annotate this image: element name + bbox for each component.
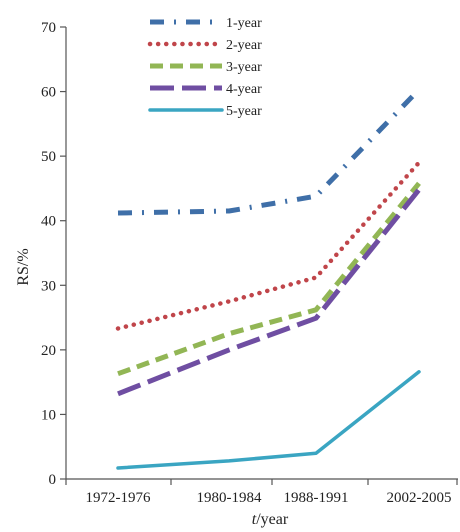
x-tick-label: 1972-1976 bbox=[86, 490, 151, 506]
x-axis-title: t/year bbox=[252, 511, 289, 528]
y-tick-label: 20 bbox=[41, 343, 56, 359]
y-tick-label: 0 bbox=[49, 472, 57, 488]
y-tick-label: 30 bbox=[41, 278, 56, 294]
x-axis-title-italic: t bbox=[252, 511, 257, 528]
series-line-5-year bbox=[116, 370, 421, 470]
legend-label-1-year: 1-year bbox=[226, 16, 262, 31]
series-line-3-year bbox=[117, 181, 421, 377]
legend-label-4-year: 4-year bbox=[226, 82, 262, 97]
x-tick-label: 1980-1984 bbox=[197, 490, 262, 506]
x-tick-label: 1988-1991 bbox=[284, 490, 349, 506]
legend-label-2-year: 2-year bbox=[226, 38, 262, 53]
series-line-2-year bbox=[115, 160, 422, 331]
legend-label-5-year: 5-year bbox=[226, 104, 262, 119]
legend-label-3-year: 3-year bbox=[226, 60, 262, 75]
y-tick-label: 10 bbox=[41, 407, 56, 423]
legend: 1-year 2-year 3-year 4-year 5-year bbox=[147, 16, 262, 119]
y-axis-title: RS/% bbox=[15, 248, 32, 285]
y-tick-label: 60 bbox=[41, 85, 56, 101]
x-axis: 1972-1976 1980-1984 1988-1991 2002-2005 bbox=[65, 478, 458, 506]
series-line-4-year bbox=[117, 188, 421, 397]
y-axis: 0 10 20 30 40 50 60 70 bbox=[41, 20, 67, 488]
y-tick-label: 40 bbox=[41, 214, 56, 230]
x-tick-label: 2002-2005 bbox=[387, 490, 452, 506]
y-tick-label: 50 bbox=[41, 149, 56, 165]
x-axis-title-rest: /year bbox=[256, 511, 289, 528]
series-line-1-year bbox=[117, 87, 421, 216]
series-lines bbox=[115, 87, 422, 470]
y-tick-label: 70 bbox=[41, 20, 56, 36]
